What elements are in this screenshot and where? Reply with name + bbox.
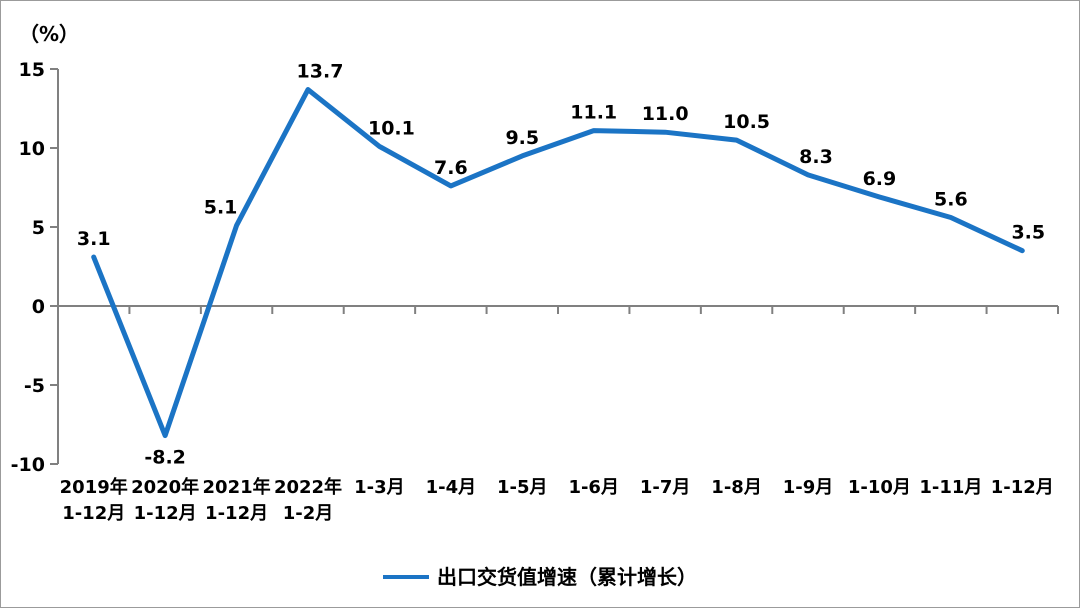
y-axis-unit-label: （%）: [19, 22, 79, 46]
data-label: 11.1: [570, 102, 617, 124]
y-tick-label: 0: [32, 296, 45, 318]
x-category-label: 2019年: [60, 476, 128, 498]
x-axis-category-labels: 2019年 1-12月 2020年 1-12月 2021年 1-12月 2022年 1-2月 1…: [60, 476, 1054, 524]
x-category-label: 1-9月: [783, 477, 834, 498]
x-category-label: 1-5月: [497, 477, 548, 498]
series-line-export-growth: [91, 87, 1025, 439]
y-tick-label: 10: [19, 138, 45, 160]
data-labels: 3.1 -8.2 5.1 13.7 10.1 7.6 9.5 11.1 11.0 10.5 8.3 6…: [77, 61, 1045, 469]
data-label: 5.6: [934, 189, 968, 211]
data-label: 7.6: [434, 157, 468, 179]
data-label: 10.5: [723, 111, 770, 133]
data-label: 5.1: [204, 196, 238, 218]
x-category-label: 2022年: [274, 476, 342, 498]
data-label: 6.9: [863, 168, 897, 190]
data-label: 9.5: [505, 127, 539, 149]
y-tick-label: 15: [19, 59, 45, 81]
data-label: -8.2: [144, 447, 186, 469]
data-label: 11.0: [642, 103, 689, 125]
x-category-label: 1-12月: [205, 503, 268, 524]
data-label: 3.1: [77, 228, 111, 250]
y-tick-label: -5: [24, 375, 45, 397]
x-category-label: 1-12月: [134, 503, 197, 524]
x-category-label: 1-7月: [640, 477, 691, 498]
legend: 出口交货值增速（累计增长）: [383, 565, 697, 589]
x-category-label: 1-12月: [991, 477, 1054, 498]
x-category-label: 1-2月: [283, 503, 334, 524]
y-tick-label: -10: [11, 454, 45, 476]
legend-series-label: 出口交货值增速（累计增长）: [437, 565, 697, 589]
x-category-label: 1-8月: [711, 477, 762, 498]
data-label: 10.1: [368, 117, 415, 139]
data-label: 8.3: [799, 146, 833, 168]
x-category-label: 2020年: [131, 476, 199, 498]
y-tick-label: 5: [32, 217, 45, 239]
x-category-label: 2021年: [203, 476, 271, 498]
data-label: 13.7: [297, 61, 344, 83]
x-category-label: 1-4月: [426, 477, 477, 498]
data-label: 3.5: [1011, 222, 1045, 244]
x-category-label: 1-10月: [848, 477, 911, 498]
x-category-label: 1-12月: [62, 503, 125, 524]
axes: [50, 68, 1059, 465]
x-category-label: 1-6月: [568, 477, 619, 498]
y-axis-tick-labels: 15 10 5 0 -5 -10: [11, 59, 45, 476]
x-category-label: 1-11月: [919, 477, 982, 498]
x-category-label: 1-3月: [354, 477, 405, 498]
